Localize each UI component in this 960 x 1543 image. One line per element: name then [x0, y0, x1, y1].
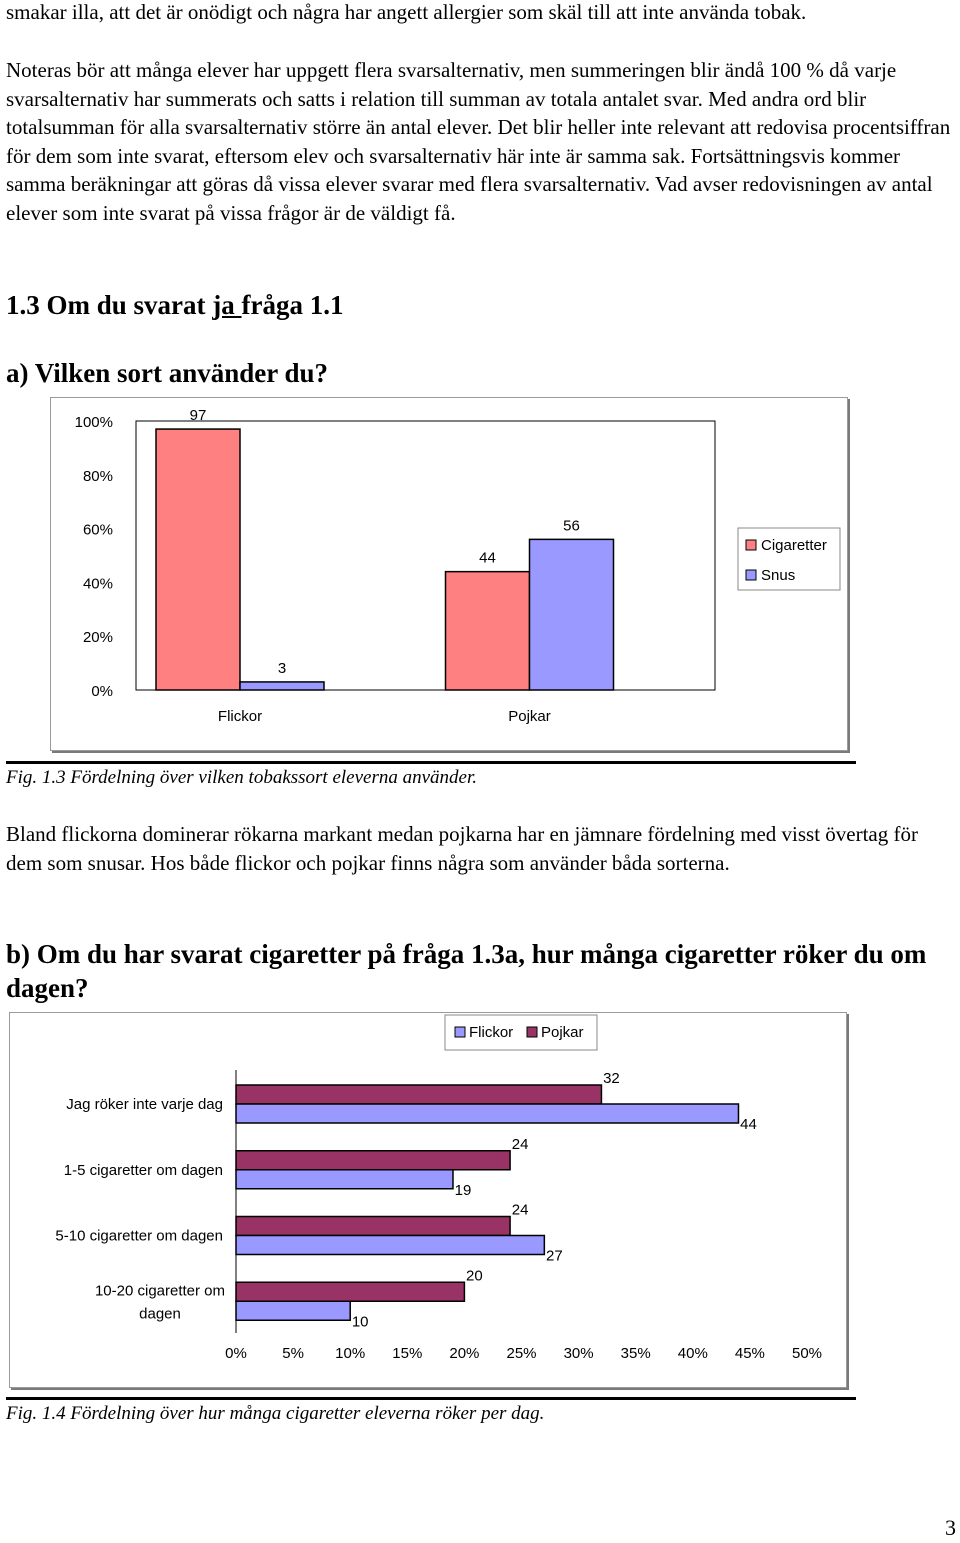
y-category-label: 1-5 cigaretter om dagen: [64, 1162, 223, 1179]
x-tick-label: 40%: [678, 1345, 708, 1362]
section-heading-1-3: 1.3 Om du svarat ja fråga 1.1: [6, 288, 344, 322]
data-label: 19: [455, 1182, 472, 1199]
bar-pojkar: [235, 1215, 511, 1237]
x-tick-label: 25%: [506, 1345, 536, 1362]
x-tick-label: 10%: [335, 1345, 365, 1362]
legend-swatch: [745, 539, 757, 551]
y-tick-label: 40%: [83, 575, 113, 592]
y-tick-label: 60%: [83, 522, 113, 539]
data-label: 24: [512, 1136, 529, 1153]
data-label: 24: [512, 1202, 529, 1219]
chart-cigarettes-per-day-svg: 0% 5% 10% 15% 20% 25% 30% 35% 40% 45% 50% 32 44 Jag r…: [55, 1014, 822, 1362]
question-a-heading: a) Vilken sort använder du?: [6, 358, 329, 388]
y-tick-label: 100%: [75, 414, 113, 431]
bar-cigaretter: [155, 428, 241, 691]
bar-flickor: [235, 1300, 351, 1321]
figure-caption-1-4: Fig. 1.4 Fördelning över hur många cigar…: [6, 1403, 545, 1424]
figure-caption-1-3: Fig. 1.3 Fördelning över vilken tobaksso…: [6, 767, 478, 788]
bar-flickor: [235, 1103, 740, 1124]
x-category-label: Pojkar: [508, 708, 551, 725]
bar-pojkar: [235, 1150, 511, 1171]
data-label: 27: [546, 1248, 563, 1265]
legend-swatch: [745, 569, 757, 581]
chart-tobacco-type: 0% 20% 40% 60% 80% 100% 97 3 Flickor 44 56 Pojkar Ci…: [50, 397, 848, 751]
data-label: 97: [190, 407, 207, 424]
legend-swatch: [526, 1026, 538, 1038]
bar-flickor: [235, 1169, 454, 1190]
x-tick-label: 0%: [225, 1345, 247, 1362]
question-b-heading: b) Om du har svarat cigaretter på fråga …: [6, 939, 927, 1003]
x-tick-label: 50%: [792, 1345, 822, 1362]
data-label: 10: [352, 1313, 369, 1330]
bar-snus: [239, 681, 325, 691]
y-tick-label: 20%: [83, 629, 113, 646]
page-number: 3: [945, 1515, 956, 1540]
y-tick-label: 80%: [83, 468, 113, 485]
y-category-label: Jag röker inte varje dag: [66, 1096, 223, 1113]
legend-swatch: [454, 1026, 466, 1038]
x-tick-label: 15%: [392, 1345, 422, 1362]
x-tick-label: 5%: [282, 1345, 304, 1362]
x-category-label: Flickor: [218, 708, 262, 725]
y-category-label: 5-10 cigaretter om dagen: [55, 1228, 223, 1245]
paragraph-analysis: Bland flickorna dominerar rökarna markan…: [6, 822, 918, 875]
legend-label: Flickor: [469, 1024, 513, 1041]
legend-label: Cigaretter: [761, 537, 827, 554]
y-category-label: 10-20 cigaretter om dagen: [95, 1282, 225, 1322]
legend-label: Snus: [761, 567, 795, 584]
bar-cigaretter: [444, 570, 531, 691]
x-tick-label: 35%: [621, 1345, 651, 1362]
data-label: 44: [479, 550, 496, 567]
chart-cigarettes-per-day: 0% 5% 10% 15% 20% 25% 30% 35% 40% 45% 50% 32 44 Jag r…: [9, 1012, 847, 1388]
data-label: 3: [278, 660, 286, 677]
legend-label: Pojkar: [541, 1024, 584, 1041]
y-category-label-line: 10-20 cigaretter om: [95, 1282, 225, 1299]
x-tick-label: 30%: [564, 1345, 594, 1362]
caption-rule-1: [6, 761, 856, 764]
paragraph-method-note: Noteras bör att många elever har uppgett…: [6, 58, 951, 225]
legend-box: [444, 1014, 598, 1051]
paragraph-intro-end: smakar illa, att det är onödigt och någr…: [6, 0, 807, 24]
bar-snus: [528, 538, 615, 691]
heading-1-3-post: fråga 1.1: [241, 290, 344, 320]
bar-pojkar: [235, 1084, 603, 1105]
data-label: 44: [740, 1116, 757, 1133]
data-label: 32: [603, 1070, 620, 1087]
data-label: 56: [563, 517, 580, 534]
y-category-label-line: dagen: [139, 1305, 181, 1322]
heading-1-3-underlined: ja: [212, 290, 242, 320]
chart-tobacco-type-svg: 0% 20% 40% 60% 80% 100% 97 3 Flickor 44 56 Pojkar Ci…: [75, 407, 841, 725]
bar-flickor: [235, 1234, 546, 1256]
x-tick-label: 20%: [449, 1345, 479, 1362]
x-tick-label: 45%: [735, 1345, 765, 1362]
heading-1-3-pre: 1.3 Om du svarat: [6, 290, 213, 320]
bar-pojkar: [235, 1281, 466, 1302]
y-tick-label: 0%: [91, 683, 113, 700]
data-label: 20: [466, 1267, 483, 1284]
caption-rule-2: [6, 1397, 856, 1400]
